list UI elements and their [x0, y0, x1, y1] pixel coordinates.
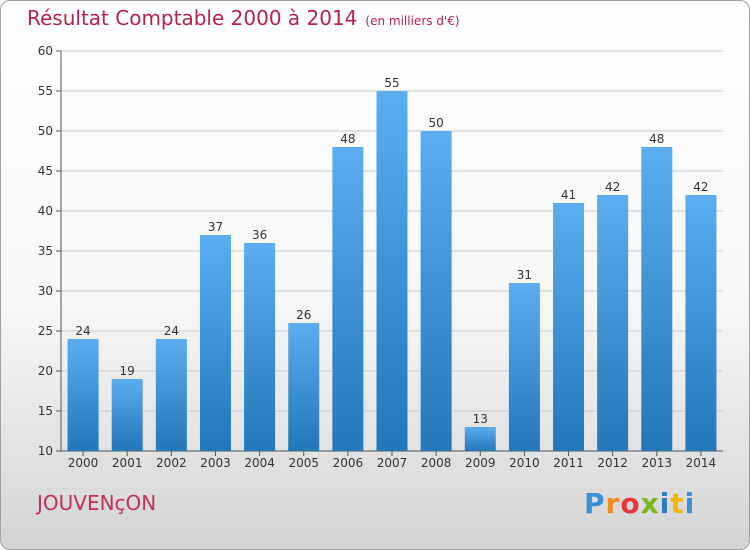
- x-tick-label: 2000: [68, 456, 99, 470]
- data-label: 42: [605, 180, 620, 194]
- x-tick-label: 2006: [333, 456, 364, 470]
- y-tick-label: 25: [38, 324, 53, 338]
- y-tick-label: 55: [38, 84, 53, 98]
- data-label: 55: [384, 76, 399, 90]
- data-label: 24: [164, 324, 179, 338]
- bar: [685, 195, 717, 451]
- y-tick-label: 30: [38, 284, 53, 298]
- x-tick-label: 2010: [509, 456, 540, 470]
- x-tick-label: 2009: [465, 456, 496, 470]
- data-label: 19: [120, 364, 135, 378]
- bar: [199, 235, 231, 451]
- data-label: 37: [208, 220, 223, 234]
- chart-title: Résultat Comptable 2000 à 2014 (en millie…: [27, 6, 460, 30]
- x-tick-label: 2013: [642, 456, 673, 470]
- data-label: 24: [75, 324, 90, 338]
- x-tick-label: 2005: [288, 456, 319, 470]
- bar: [597, 195, 629, 451]
- logo-letter: r: [605, 487, 621, 520]
- y-tick-label: 60: [38, 44, 53, 58]
- y-tick-label: 45: [38, 164, 53, 178]
- y-tick-label: 10: [38, 444, 53, 458]
- bar: [244, 243, 276, 451]
- proxiti-logo: Proxiti: [584, 487, 695, 520]
- commune-name: JOUVENçON: [37, 491, 157, 515]
- bar: [553, 203, 585, 451]
- logo-letter: t: [670, 487, 685, 520]
- bar: [420, 131, 452, 451]
- data-label: 41: [561, 188, 576, 202]
- data-label: 26: [296, 308, 311, 322]
- x-tick-label: 2002: [156, 456, 187, 470]
- data-label: 50: [428, 116, 443, 130]
- y-tick-label: 20: [38, 364, 53, 378]
- y-tick-label: 35: [38, 244, 53, 258]
- data-label: 13: [473, 412, 488, 426]
- x-tick-label: 2007: [377, 456, 408, 470]
- logo-letter: i: [659, 487, 671, 520]
- x-tick-label: 2008: [421, 456, 452, 470]
- data-label: 36: [252, 228, 267, 242]
- bar: [111, 379, 143, 451]
- y-tick-label: 40: [38, 204, 53, 218]
- data-label: 48: [649, 132, 664, 146]
- y-tick-label: 50: [38, 124, 53, 138]
- bar: [464, 427, 496, 451]
- bar: [376, 91, 408, 451]
- data-label: 42: [693, 180, 708, 194]
- bar: [155, 339, 187, 451]
- x-tick-label: 2012: [597, 456, 628, 470]
- x-tick-label: 2014: [686, 456, 717, 470]
- logo-letter: o: [620, 487, 641, 520]
- logo-letter: x: [640, 487, 660, 520]
- bar: [67, 339, 99, 451]
- x-tick-label: 2001: [112, 456, 143, 470]
- logo-letter: P: [584, 487, 606, 520]
- bar: [508, 283, 540, 451]
- title-text: Résultat Comptable 2000 à 2014: [27, 6, 358, 30]
- y-tick-label: 15: [38, 404, 53, 418]
- data-label: 31: [517, 268, 532, 282]
- unit-label: (en milliers d'€): [365, 14, 460, 28]
- logo-letter: i: [684, 487, 696, 520]
- bar: [641, 147, 673, 451]
- bar: [332, 147, 364, 451]
- x-tick-label: 2004: [244, 456, 275, 470]
- bar: [288, 323, 320, 451]
- x-tick-label: 2003: [200, 456, 231, 470]
- x-tick-label: 2011: [553, 456, 584, 470]
- data-label: 48: [340, 132, 355, 146]
